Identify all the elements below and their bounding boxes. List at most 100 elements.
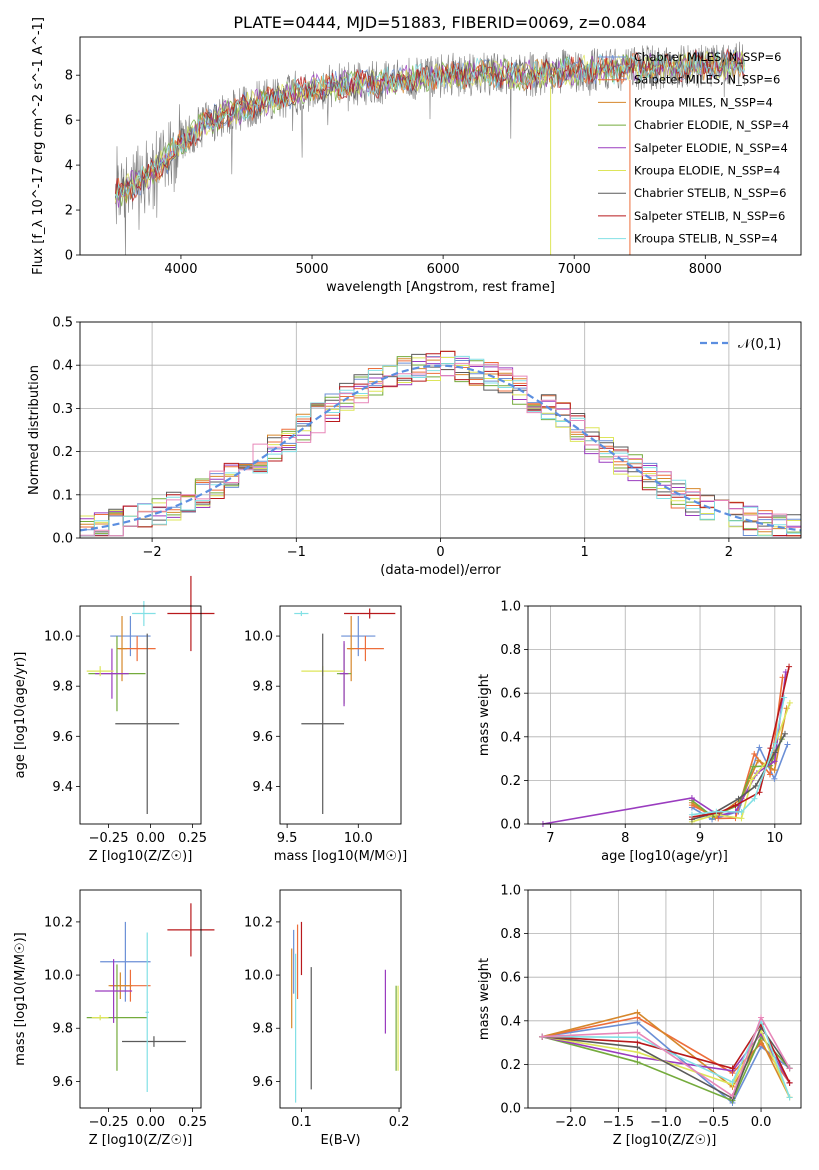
x-tick-label: −2 (143, 545, 162, 560)
y-tick-label: 0.2 (500, 1058, 521, 1073)
x-axis-label: (data-model)/error (380, 563, 501, 578)
y-tick-label: 10.0 (244, 630, 273, 645)
axes-frame (527, 889, 802, 1109)
mass-weight-age-line-4 (542, 671, 787, 825)
y-tick-label: 0.0 (500, 1102, 521, 1117)
y-tick-label: 0.1 (52, 488, 73, 503)
x-tick-label: 0.00 (136, 1115, 165, 1130)
x-tick-label: 0 (436, 545, 444, 560)
age-vs-mass-panel: 9.5 10.0 9.4 9.6 9.8 10.0 mass [log10(M/M☉)] (244, 605, 407, 864)
y-tick-label: 9.8 (52, 1022, 73, 1037)
x-tick-label: −0.25 (89, 1115, 129, 1130)
y-tick-label: 0.4 (500, 730, 521, 745)
y-tick-label: 4 (65, 159, 73, 174)
y-tick-label: 0.8 (500, 643, 521, 658)
y-tick-label: 9.8 (252, 1022, 273, 1037)
massweight-vs-z-panel: −2.0 −1.5 −1.0 −0.5 0.0 0.0 0.2 0.4 0.6 0.8 1.0 Z [… (477, 884, 802, 1148)
x-axis-label: Z [log10(Z/Z☉)] (89, 849, 193, 864)
model-spectrum-line-7 (115, 48, 745, 203)
y-tick-label: 9.4 (52, 780, 73, 795)
x-tick-label: −2.0 (555, 1115, 587, 1130)
x-tick-label: 0.00 (136, 831, 165, 846)
legend-label: Kroupa MILES, N_SSP=4 (634, 95, 773, 109)
y-tick-label: 0.2 (52, 445, 73, 460)
normal-curve-line (80, 364, 801, 532)
y-tick-label: 0.4 (500, 1014, 521, 1029)
legend-label: Kroupa STELIB, N_SSP=4 (634, 232, 778, 246)
y-tick-label: 0.6 (500, 687, 521, 702)
x-tick-label: 0.25 (178, 1115, 207, 1130)
model-spectrum-line-4 (115, 51, 745, 208)
y-tick-label: 0.5 (52, 316, 73, 331)
y-tick-label: 9.6 (252, 1075, 273, 1090)
x-tick-label: 8 (621, 831, 629, 846)
y-tick-label: 0.8 (500, 927, 521, 942)
y-tick-label: 8 (65, 69, 73, 84)
legend-label: Chabrier MILES, N_SSP=6 (634, 50, 781, 64)
y-tick-label: 10.2 (44, 915, 73, 930)
mass-weight-age-line-7 (691, 666, 790, 818)
massweight-vs-age-panel: 7 8 9 10 0.0 0.2 0.4 0.6 0.8 1.0 age [log10(age/yr… (477, 600, 802, 864)
x-axis-label: E(B-V) (320, 1133, 360, 1148)
y-tick-label: 9.4 (252, 780, 273, 795)
y-tick-label: 1.0 (500, 600, 521, 615)
y-tick-label: 10.0 (44, 630, 73, 645)
x-tick-label: −0.5 (698, 1115, 730, 1130)
y-axis-label: mass [log10(M/M☉)] (13, 932, 28, 1065)
spectrum-curves (115, 41, 745, 255)
legend-label: 𝒩(0,1) (738, 337, 781, 352)
figure-title: PLATE=0444, MJD=51883, FIBERID=0069, z=0… (233, 13, 646, 32)
model-spectrum-line-0 (115, 49, 745, 199)
legend-label: Salpeter STELIB, N_SSP=6 (634, 209, 785, 223)
y-axis-label: age [log10(age/yr)] (13, 652, 28, 779)
y-tick-label: 9.6 (52, 1075, 73, 1090)
model-spectrum-line-6 (115, 49, 745, 199)
y-axis-label: mass weight (477, 958, 492, 1040)
axes-frame (527, 605, 802, 825)
legend-label: Salpeter ELODIE, N_SSP=4 (634, 141, 788, 155)
y-tick-label: 10.0 (44, 969, 73, 984)
age-vs-z-panel: −0.25 0.00 0.25 9.4 9.6 9.8 10.0 Z [log10(Z/Z☉)… (13, 575, 215, 864)
y-tick-label: 2 (65, 204, 73, 219)
axes-frame (79, 321, 802, 539)
x-tick-label: 7 (546, 831, 554, 846)
x-tick-label: 5000 (295, 262, 328, 277)
mass-vs-ebv-panel: 0.1 0.2 9.6 9.8 10.0 10.2 E(B-V) (244, 889, 410, 1148)
x-tick-label: 4000 (164, 262, 197, 277)
histograms (80, 350, 801, 537)
x-tick-label: 7000 (558, 262, 591, 277)
legend-label: Salpeter MILES, N_SSP=6 (634, 73, 780, 87)
y-axis-label: mass weight (477, 674, 492, 756)
x-tick-label: 9.5 (277, 831, 298, 846)
x-tick-label: −1.5 (603, 1115, 635, 1130)
mass-vs-z-panel: −0.25 0.00 0.25 9.6 9.8 10.0 10.2 Z [log10(Z/Z☉… (13, 889, 215, 1148)
y-tick-label: 0.0 (500, 818, 521, 833)
x-tick-label: 2 (725, 545, 733, 560)
x-tick-label: 9 (696, 831, 704, 846)
x-tick-label: 0.2 (389, 1115, 410, 1130)
legend-label: Chabrier ELODIE, N_SSP=4 (634, 118, 789, 132)
y-tick-label: 9.6 (252, 730, 273, 745)
axes-frame (279, 605, 402, 825)
x-tick-label: 10 (767, 831, 784, 846)
axes-frame (79, 605, 202, 825)
y-tick-label: 0 (65, 249, 73, 264)
y-tick-label: 0.3 (52, 402, 73, 417)
legend-label: Chabrier STELIB, N_SSP=6 (634, 186, 786, 200)
x-axis-label: Z [log10(Z/Z☉)] (89, 1133, 193, 1148)
x-axis-label: mass [log10(M/M☉)] (274, 849, 407, 864)
legend-label: Kroupa ELODIE, N_SSP=4 (634, 164, 780, 178)
x-axis-label: wavelength [Angstrom, rest frame] (326, 280, 555, 295)
y-tick-label: 0.6 (500, 971, 521, 986)
y-tick-label: 0.4 (52, 359, 73, 374)
spectrum-panel: 4000 5000 6000 7000 8000 0 2 4 6 8 wavelength [Ang… (31, 17, 802, 295)
axes-frame (279, 889, 402, 1109)
axes-frame (79, 36, 802, 256)
residuals-panel: −2 −1 0 1 2 0.0 0.1 0.2 0.3 0.4 0.5 (data-model)/er… (27, 316, 802, 578)
x-tick-label: 6000 (427, 262, 460, 277)
x-tick-label: 1 (581, 545, 589, 560)
x-tick-label: 10.0 (344, 831, 373, 846)
x-axis-label: age [log10(age/yr)] (601, 849, 728, 864)
x-axis-label: Z [log10(Z/Z☉)] (613, 1133, 717, 1148)
